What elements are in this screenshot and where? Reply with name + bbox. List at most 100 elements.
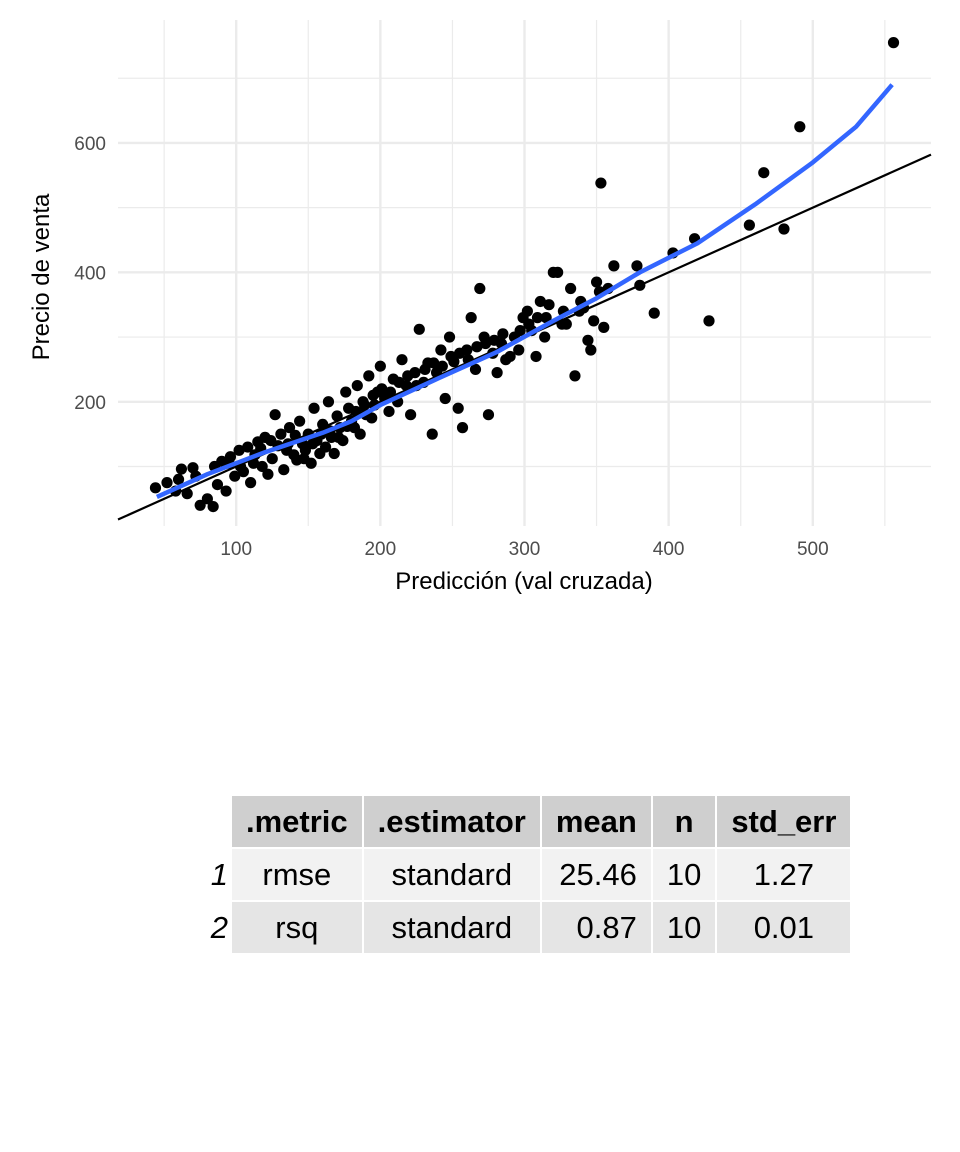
data-point [201,493,213,505]
data-point [590,276,603,288]
data-point [331,410,343,422]
data-point [351,379,363,392]
data-point [161,477,173,489]
smooth-curve-layer [155,83,894,499]
cell-mean: 0.87 [541,902,651,953]
data-point [265,434,277,447]
data-point [435,344,447,356]
data-point [598,321,610,333]
data-point [358,399,371,411]
data-point [366,412,378,424]
cell-std-err: 1.27 [717,849,851,900]
x-tick-label: 100 [220,539,252,560]
data-point [758,167,770,179]
data-point [194,499,206,511]
data-point [322,396,335,408]
x-tick-label: 300 [509,539,541,560]
data-point [294,415,306,427]
x-tick-label: 400 [653,539,685,560]
data-point [703,315,715,327]
data-point [595,177,607,189]
x-tick-label: 200 [364,539,396,560]
cell-n: 10 [652,902,716,953]
data-point [245,477,257,489]
data-point [634,279,646,291]
column-header-mean: mean [541,796,651,847]
data-point [187,462,199,474]
data-point [443,331,456,343]
data-point [585,344,597,356]
y-tick-label: 600 [74,134,106,155]
data-point [504,350,516,363]
data-point [383,405,395,418]
data-point [220,485,232,497]
data-point [445,350,457,363]
data-point [436,360,448,372]
data-point [256,460,268,473]
data-point [384,386,397,398]
data-point [456,422,469,434]
data-point [469,363,482,376]
x-axis-title: Predicción (val cruzada) [395,568,652,595]
x-tick-label: 500 [797,539,829,560]
data-point [530,350,542,363]
data-point [181,488,193,500]
data-point [560,318,572,330]
data-point [233,444,245,456]
data-point [405,409,417,421]
table-row: 2 rsq standard 0.87 10 0.01 [200,902,851,953]
scatter-plot: 100 200 300 400 500 200 400 600 Predicción (val… [28,20,932,595]
data-point [582,334,594,346]
data-point [565,282,577,295]
data-point [887,37,900,49]
data-point [513,344,525,356]
data-point [283,422,296,434]
data-point [328,447,340,460]
data-point [471,341,483,353]
table-corner-cell [200,796,230,847]
column-header-std-err: std_err [717,796,851,847]
data-point [340,386,352,398]
data-point [247,457,260,469]
y-tick-label: 200 [74,393,106,414]
data-point [452,402,464,414]
data-point [552,266,564,278]
smooth-curve [155,83,894,499]
data-point [569,370,581,382]
data-point [428,357,440,369]
data-point [608,260,620,272]
data-point [354,428,366,440]
row-index: 2 [200,902,230,953]
cell-estimator: standard [363,902,540,953]
data-point [534,295,546,308]
data-point [539,331,551,343]
data-point [497,328,509,340]
data-point [319,441,332,453]
data-point [367,389,379,401]
y-axis-title: Precio de venta [28,193,55,360]
data-point [523,318,535,330]
y-tick-label: 400 [74,263,106,284]
data-point [275,428,287,440]
data-point [266,453,278,465]
column-header-estimator: .estimator [363,796,540,847]
column-header-n: n [652,796,716,847]
data-point [794,121,806,133]
data-point [149,482,162,494]
data-point [175,463,188,475]
data-point [426,428,438,440]
cell-n: 10 [652,849,716,900]
cell-std-err: 0.01 [717,902,851,953]
row-index: 1 [200,849,230,900]
data-point [350,405,362,418]
data-point [482,409,495,421]
data-point [439,392,451,405]
data-point [396,354,408,366]
data-point [299,444,311,456]
cell-mean: 25.46 [541,849,651,900]
data-point [778,223,790,235]
data-point [543,299,555,311]
data-point [402,370,414,382]
data-point [488,334,500,346]
data-point [332,431,345,443]
